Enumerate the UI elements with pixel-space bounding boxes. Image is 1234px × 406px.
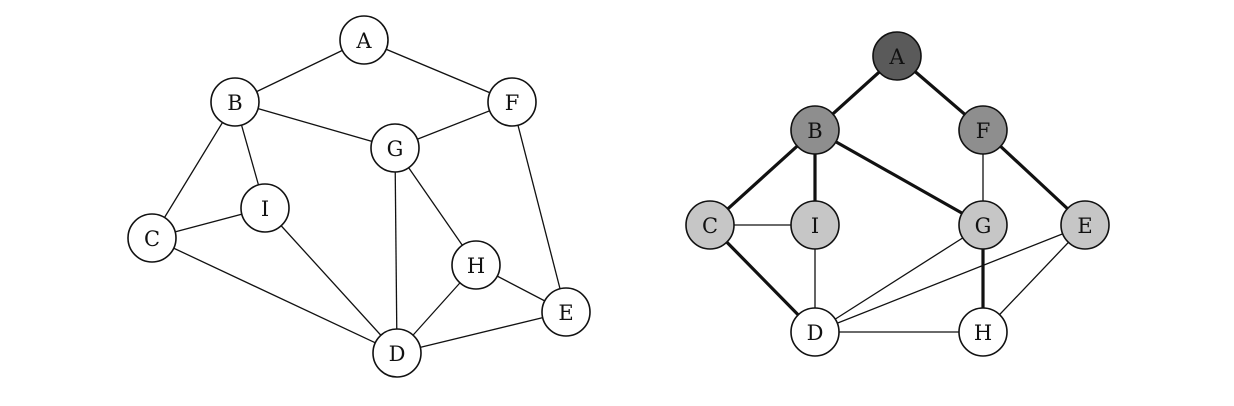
node-i: I <box>790 200 840 250</box>
node-circle <box>127 213 177 263</box>
node-circle <box>790 105 840 155</box>
node-circle <box>685 200 735 250</box>
node-circle <box>1060 200 1110 250</box>
node-label: G <box>975 214 992 238</box>
node-h: H <box>451 240 501 290</box>
edge-b-c <box>151 101 236 239</box>
node-label: D <box>389 342 406 366</box>
node-label: C <box>144 227 160 251</box>
node-label: B <box>807 119 822 143</box>
node-circle <box>872 31 922 81</box>
node-h: H <box>958 307 1008 357</box>
node-circle <box>370 123 420 173</box>
node-circle <box>958 200 1008 250</box>
edge-g-d <box>814 224 984 333</box>
node-circle <box>451 240 501 290</box>
edge-a-f <box>363 39 513 103</box>
node-label: C <box>702 214 718 238</box>
node-b: B <box>790 105 840 155</box>
node-d: D <box>790 307 840 357</box>
edge-f-e <box>511 101 567 313</box>
node-label: H <box>974 321 992 345</box>
node-label: E <box>558 301 573 325</box>
node-circle <box>240 183 290 233</box>
node-i: I <box>240 183 290 233</box>
edge-d-e <box>396 311 567 354</box>
node-circle <box>339 15 389 65</box>
node-circle <box>958 105 1008 155</box>
edge-e-d <box>814 224 1086 333</box>
node-label: A <box>355 29 372 53</box>
node-circle <box>541 287 591 337</box>
edge-g-d <box>394 147 398 354</box>
node-label: H <box>467 254 485 278</box>
node-b: B <box>210 77 260 127</box>
node-g: G <box>958 200 1008 250</box>
edge-c-d <box>151 237 398 354</box>
node-c: C <box>685 200 735 250</box>
node-circle <box>372 328 422 378</box>
node-circle <box>487 77 537 127</box>
node-e: E <box>1060 200 1110 250</box>
node-c: C <box>127 213 177 263</box>
node-f: F <box>487 77 537 127</box>
node-f: F <box>958 105 1008 155</box>
edge-b-g <box>814 128 984 227</box>
node-label: F <box>505 91 520 115</box>
node-label: I <box>261 197 269 221</box>
graph-bfs-tree: A B F C I G E D H <box>685 31 1110 357</box>
node-label: D <box>807 321 824 345</box>
node-label: F <box>976 119 991 143</box>
node-g: G <box>370 123 420 173</box>
node-label: I <box>811 214 819 238</box>
node-circle <box>790 307 840 357</box>
graph-original: A B F G I C H E D <box>127 15 591 378</box>
node-label: A <box>888 45 905 69</box>
node-circle <box>210 77 260 127</box>
edge-b-g <box>234 101 396 149</box>
edge-c-d <box>708 223 817 334</box>
edge-i-d <box>264 207 398 354</box>
node-circle <box>958 307 1008 357</box>
node-label: E <box>1077 214 1092 238</box>
node-d: D <box>372 328 422 378</box>
node-e: E <box>541 287 591 337</box>
node-label: G <box>387 137 404 161</box>
node-a: A <box>339 15 389 65</box>
node-circle <box>790 200 840 250</box>
node-label: B <box>227 91 242 115</box>
node-a: A <box>872 31 922 81</box>
